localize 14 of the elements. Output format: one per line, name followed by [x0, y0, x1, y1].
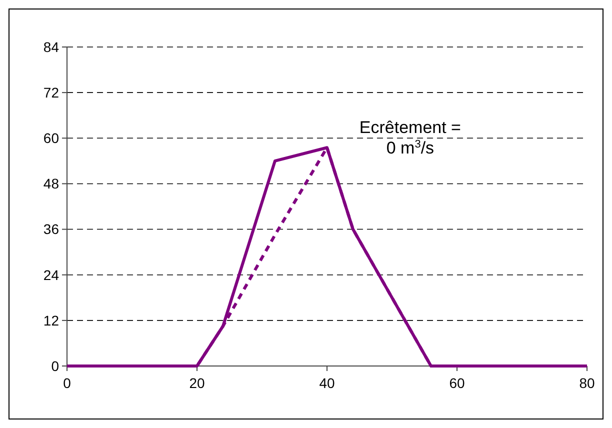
- x-tick-label: 80: [579, 375, 595, 391]
- y-tick-label: 48: [43, 176, 60, 192]
- x-tick-label: 0: [63, 375, 72, 391]
- y-tick-label: 24: [43, 266, 60, 283]
- y-tick-label: 0: [51, 358, 60, 374]
- y-tick-label: 84: [43, 38, 60, 55]
- annotation: Ecrêtement = 0 m$^{3}$/s: [359, 118, 462, 158]
- x-tick-label: 60: [449, 375, 465, 391]
- y-tick-label: 60: [43, 130, 60, 146]
- y-tick-label: 72: [43, 84, 60, 100]
- y-tick-label: 36: [43, 221, 60, 238]
- x-tick-label: 40: [319, 375, 335, 391]
- x-tick-label: 20: [189, 375, 205, 391]
- y-tick-label: 12: [43, 312, 60, 328]
